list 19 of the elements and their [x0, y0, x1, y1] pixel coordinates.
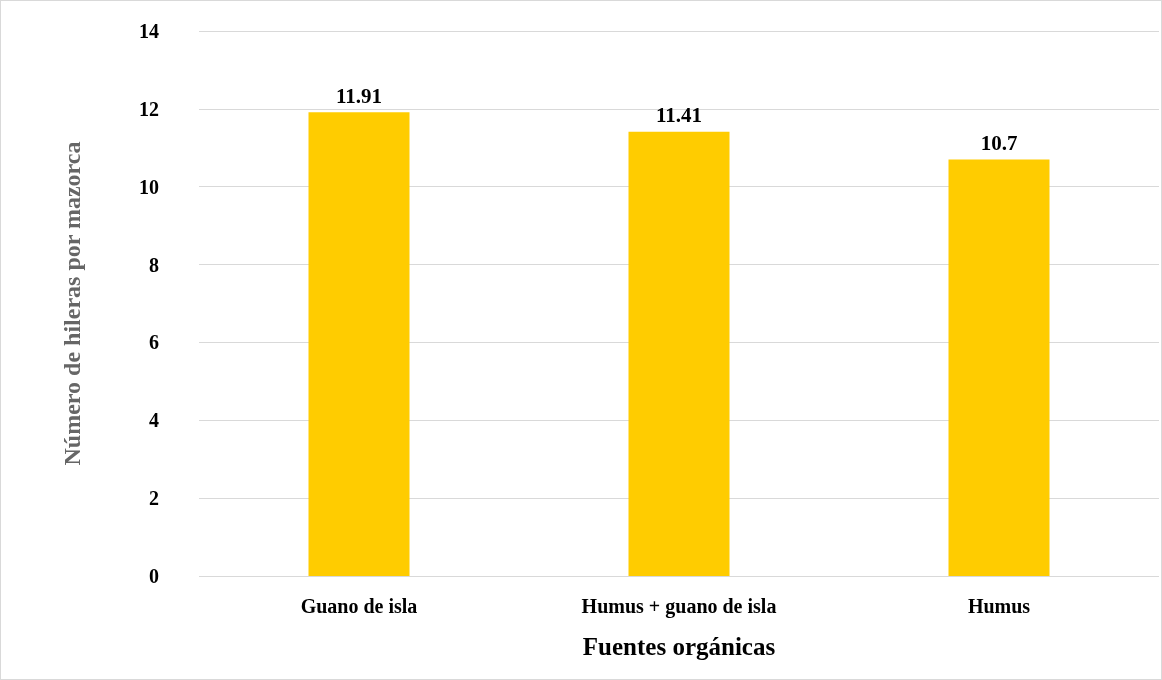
x-tick-label: Humus: [967, 595, 1031, 617]
bar: [948, 159, 1050, 576]
x-tick-label: Guano de isla: [300, 595, 418, 617]
y-tick-label: 0: [149, 565, 159, 587]
data-label: 10.7: [980, 130, 1018, 155]
y-tick-label: 2: [149, 487, 159, 510]
data-label: 11.91: [335, 83, 383, 108]
y-axis-title: Número de hileras por mazorca: [59, 141, 85, 466]
y-tick-label: 12: [139, 97, 159, 120]
x-axis-title: Fuentes orgánicas: [582, 633, 776, 660]
y-tick-label: 4: [149, 409, 159, 432]
x-tick-label: Humus + guano de isla: [581, 595, 777, 618]
y-tick-label: 14: [139, 20, 159, 42]
y-tick-label: 8: [149, 253, 159, 276]
y-tick-label: 10: [139, 175, 159, 198]
y-tick-label: 6: [149, 331, 159, 354]
bar: [308, 112, 410, 576]
data-label: 11.41: [655, 103, 703, 128]
bar: [628, 131, 730, 576]
